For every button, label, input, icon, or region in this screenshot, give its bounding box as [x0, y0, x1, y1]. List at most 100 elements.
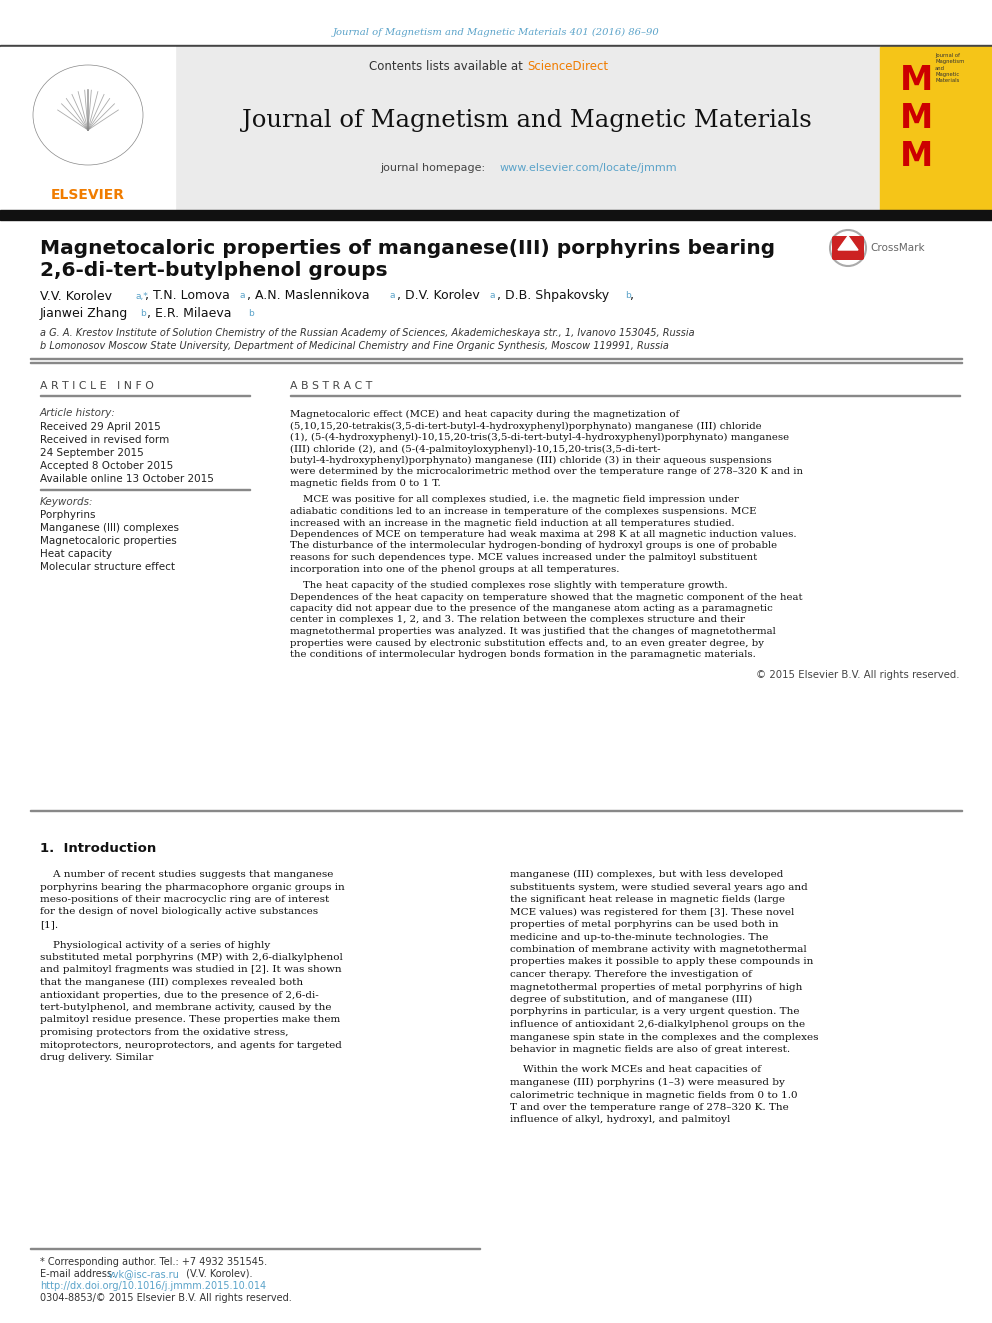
Text: Journal of
Magnetism
and
Magnetic
Materials: Journal of Magnetism and Magnetic Materi… — [935, 53, 964, 83]
Bar — [880, 48, 992, 210]
Text: Available online 13 October 2015: Available online 13 October 2015 — [40, 474, 214, 484]
Text: © 2015 Elsevier B.V. All rights reserved.: © 2015 Elsevier B.V. All rights reserved… — [757, 669, 960, 680]
Text: ScienceDirect: ScienceDirect — [527, 61, 608, 74]
Text: Magnetocaloric properties of manganese(III) porphyrins bearing: Magnetocaloric properties of manganese(I… — [40, 238, 775, 258]
Text: , D.B. Shpakovsky: , D.B. Shpakovsky — [497, 290, 613, 303]
Bar — [0, 45, 992, 48]
Text: that the manganese (III) complexes revealed both: that the manganese (III) complexes revea… — [40, 978, 304, 987]
Polygon shape — [838, 235, 858, 250]
Text: The disturbance of the intermolecular hydrogen-bonding of hydroxyl groups is one: The disturbance of the intermolecular hy… — [290, 541, 777, 550]
Text: , T.N. Lomova: , T.N. Lomova — [145, 290, 234, 303]
Text: influence of alkyl, hydroxyl, and palmitoyl: influence of alkyl, hydroxyl, and palmit… — [510, 1115, 730, 1125]
Text: * Corresponding author. Tel.: +7 4932 351545.: * Corresponding author. Tel.: +7 4932 35… — [40, 1257, 267, 1267]
Text: Jianwei Zhang: Jianwei Zhang — [40, 307, 132, 319]
Bar — [0, 210, 992, 220]
Text: A R T I C L E   I N F O: A R T I C L E I N F O — [40, 381, 154, 392]
Text: CrossMark: CrossMark — [870, 243, 925, 253]
Text: M: M — [900, 102, 933, 135]
Text: drug delivery. Similar: drug delivery. Similar — [40, 1053, 154, 1062]
Text: MCE values) was registered for them [3]. These novel: MCE values) was registered for them [3].… — [510, 908, 795, 917]
Text: vvk@isc-ras.ru: vvk@isc-ras.ru — [108, 1269, 180, 1279]
Text: manganese spin state in the complexes and the complexes: manganese spin state in the complexes an… — [510, 1032, 818, 1041]
Text: (V.V. Korolev).: (V.V. Korolev). — [183, 1269, 253, 1279]
Text: palmitoyl residue presence. These properties make them: palmitoyl residue presence. These proper… — [40, 1016, 340, 1024]
Text: 24 September 2015: 24 September 2015 — [40, 448, 144, 458]
Text: ELSEVIER: ELSEVIER — [51, 188, 125, 202]
Text: substituted metal porphyrins (MP) with 2,6-dialkylphenol: substituted metal porphyrins (MP) with 2… — [40, 953, 343, 962]
Text: , A.N. Maslennikova: , A.N. Maslennikova — [247, 290, 374, 303]
Text: Received in revised form: Received in revised form — [40, 435, 170, 445]
Text: adiabatic conditions led to an increase in temperature of the complexes suspensi: adiabatic conditions led to an increase … — [290, 507, 757, 516]
Text: properties makes it possible to apply these compounds in: properties makes it possible to apply th… — [510, 958, 813, 967]
Text: antioxidant properties, due to the presence of 2,6-di-: antioxidant properties, due to the prese… — [40, 991, 318, 999]
Text: Molecular structure effect: Molecular structure effect — [40, 562, 175, 572]
Text: (III) chloride (2), and (5-(4-palmitoyloxyphenyl)-10,15,20-tris(3,5-di-tert-: (III) chloride (2), and (5-(4-palmitoylo… — [290, 445, 661, 454]
Text: ,: , — [630, 290, 634, 303]
Text: [1].: [1]. — [40, 919, 59, 929]
Text: Accepted 8 October 2015: Accepted 8 October 2015 — [40, 460, 174, 471]
Text: magnetothermal properties was analyzed. It was justified that the changes of mag: magnetothermal properties was analyzed. … — [290, 627, 776, 636]
Text: Magnetocaloric effect (MCE) and heat capacity during the magnetization of: Magnetocaloric effect (MCE) and heat cap… — [290, 410, 680, 419]
Text: Within the work MCEs and heat capacities of: Within the work MCEs and heat capacities… — [510, 1065, 761, 1074]
Text: and palmitoyl fragments was studied in [2]. It was shown: and palmitoyl fragments was studied in [… — [40, 966, 341, 975]
Text: 1.  Introduction: 1. Introduction — [40, 841, 157, 855]
Text: manganese (III) porphyrins (1–3) were measured by: manganese (III) porphyrins (1–3) were me… — [510, 1078, 785, 1088]
Text: A number of recent studies suggests that manganese: A number of recent studies suggests that… — [40, 871, 333, 878]
Text: Magnetocaloric properties: Magnetocaloric properties — [40, 536, 177, 546]
Text: properties of metal porphyrins can be used both in: properties of metal porphyrins can be us… — [510, 919, 779, 929]
Text: properties were caused by electronic substitution effects and, to an even greate: properties were caused by electronic sub… — [290, 639, 764, 647]
Text: magnetothermal properties of metal porphyrins of high: magnetothermal properties of metal porph… — [510, 983, 803, 991]
Text: the significant heat release in magnetic fields (large: the significant heat release in magnetic… — [510, 894, 785, 904]
Text: www.elsevier.com/locate/jmmm: www.elsevier.com/locate/jmmm — [500, 163, 678, 173]
Text: promising protectors from the oxidative stress,: promising protectors from the oxidative … — [40, 1028, 289, 1037]
Text: Physiological activity of a series of highly: Physiological activity of a series of hi… — [40, 941, 270, 950]
Text: b: b — [625, 291, 631, 300]
Text: The heat capacity of the studied complexes rose slightly with temperature growth: The heat capacity of the studied complex… — [290, 581, 728, 590]
Text: tert-butylphenol, and membrane activity, caused by the: tert-butylphenol, and membrane activity,… — [40, 1003, 331, 1012]
Text: a,*: a,* — [135, 291, 148, 300]
Text: reasons for such dependences type. MCE values increased under the palmitoyl subs: reasons for such dependences type. MCE v… — [290, 553, 757, 562]
Text: b: b — [248, 308, 254, 318]
Text: M: M — [900, 139, 933, 172]
Bar — [0, 48, 175, 210]
Text: cancer therapy. Therefore the investigation of: cancer therapy. Therefore the investigat… — [510, 970, 752, 979]
Circle shape — [830, 230, 866, 266]
Text: http://dx.doi.org/10.1016/j.jmmm.2015.10.014: http://dx.doi.org/10.1016/j.jmmm.2015.10… — [40, 1281, 266, 1291]
Text: b Lomonosov Moscow State University, Department of Medicinal Chemistry and Fine : b Lomonosov Moscow State University, Dep… — [40, 341, 669, 351]
Text: (5,10,15,20-tetrakis(3,5-di-tert-butyl-4-hydroxyphenyl)porphynato) manganese (II: (5,10,15,20-tetrakis(3,5-di-tert-butyl-4… — [290, 422, 762, 430]
Text: Heat capacity: Heat capacity — [40, 549, 112, 560]
Text: porphyrins in particular, is a very urgent question. The: porphyrins in particular, is a very urge… — [510, 1008, 800, 1016]
Text: Received 29 April 2015: Received 29 April 2015 — [40, 422, 161, 433]
Text: butyl-4-hydroxyphenyl)porphynato) manganese (III) chloride (3) in their aqueous : butyl-4-hydroxyphenyl)porphynato) mangan… — [290, 456, 772, 466]
Text: 2,6-di-tert-butylphenol groups: 2,6-di-tert-butylphenol groups — [40, 261, 388, 279]
Text: journal homepage:: journal homepage: — [380, 163, 489, 173]
Text: increased with an increase in the magnetic field induction at all temperatures s: increased with an increase in the magnet… — [290, 519, 735, 528]
Text: a: a — [390, 291, 396, 300]
Text: for the design of novel biologically active substances: for the design of novel biologically act… — [40, 908, 318, 917]
Text: Keywords:: Keywords: — [40, 497, 93, 507]
Text: calorimetric technique in magnetic fields from 0 to 1.0: calorimetric technique in magnetic field… — [510, 1090, 798, 1099]
Text: Contents lists available at: Contents lists available at — [369, 61, 527, 74]
Text: porphyrins bearing the pharmacophore organic groups in: porphyrins bearing the pharmacophore org… — [40, 882, 345, 892]
Text: magnetic fields from 0 to 1 T.: magnetic fields from 0 to 1 T. — [290, 479, 440, 488]
Text: , E.R. Milaeva: , E.R. Milaeva — [147, 307, 235, 319]
Text: center in complexes 1, 2, and 3. The relation between the complexes structure an: center in complexes 1, 2, and 3. The rel… — [290, 615, 745, 624]
Text: A B S T R A C T: A B S T R A C T — [290, 381, 372, 392]
Text: a: a — [490, 291, 495, 300]
Text: incorporation into one of the phenol groups at all temperatures.: incorporation into one of the phenol gro… — [290, 565, 619, 573]
Text: Porphyrins: Porphyrins — [40, 509, 95, 520]
Text: mitoprotectors, neuroprotectors, and agents for targeted: mitoprotectors, neuroprotectors, and age… — [40, 1040, 342, 1049]
Text: 0304-8853/© 2015 Elsevier B.V. All rights reserved.: 0304-8853/© 2015 Elsevier B.V. All right… — [40, 1293, 292, 1303]
Text: Article history:: Article history: — [40, 407, 116, 418]
Bar — [175, 48, 880, 210]
Text: , D.V. Korolev: , D.V. Korolev — [397, 290, 484, 303]
Text: Journal of Magnetism and Magnetic Materials 401 (2016) 86–90: Journal of Magnetism and Magnetic Materi… — [332, 28, 660, 37]
Text: meso-positions of their macrocyclic ring are of interest: meso-positions of their macrocyclic ring… — [40, 894, 329, 904]
Text: manganese (III) complexes, but with less developed: manganese (III) complexes, but with less… — [510, 871, 784, 878]
Text: influence of antioxidant 2,6-dialkylphenol groups on the: influence of antioxidant 2,6-dialkylphen… — [510, 1020, 806, 1029]
Text: a: a — [240, 291, 245, 300]
Text: the conditions of intermolecular hydrogen bonds formation in the paramagnetic ma: the conditions of intermolecular hydroge… — [290, 650, 756, 659]
Text: E-mail address:: E-mail address: — [40, 1269, 118, 1279]
Text: b: b — [140, 308, 146, 318]
Text: (1), (5-(4-hydroxyphenyl)-10,15,20-tris(3,5-di-tert-butyl-4-hydroxyphenyl)porphy: (1), (5-(4-hydroxyphenyl)-10,15,20-tris(… — [290, 433, 789, 442]
